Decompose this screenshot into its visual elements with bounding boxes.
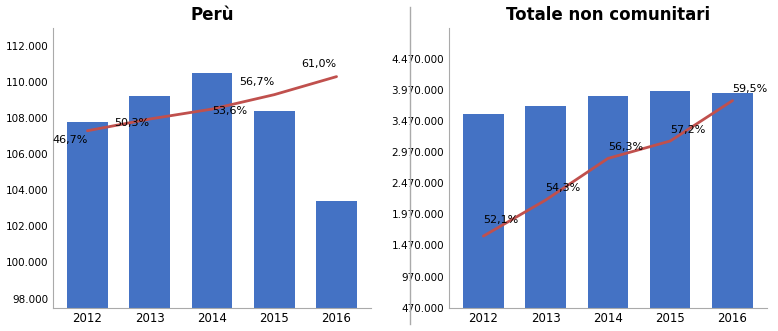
Text: 61,0%: 61,0% — [301, 59, 337, 70]
Bar — [587, 96, 628, 331]
Bar — [129, 96, 170, 331]
Title: Perù: Perù — [191, 6, 233, 24]
Text: 57,2%: 57,2% — [670, 125, 706, 135]
Text: 59,5%: 59,5% — [733, 84, 768, 94]
Text: 56,7%: 56,7% — [239, 77, 275, 87]
Text: 56,3%: 56,3% — [608, 142, 643, 152]
Bar — [254, 111, 295, 331]
Bar — [463, 114, 503, 331]
Text: 46,7%: 46,7% — [52, 135, 87, 145]
Bar — [650, 91, 690, 331]
Bar — [67, 122, 107, 331]
Bar — [525, 106, 566, 331]
Bar — [191, 73, 232, 331]
Bar — [317, 201, 357, 331]
Title: Totale non comunitari: Totale non comunitari — [506, 6, 710, 24]
Text: 53,6%: 53,6% — [212, 106, 247, 116]
Text: 52,1%: 52,1% — [483, 215, 519, 225]
Bar — [712, 93, 753, 331]
Text: 54,3%: 54,3% — [545, 183, 581, 193]
Text: 50,3%: 50,3% — [114, 118, 149, 128]
